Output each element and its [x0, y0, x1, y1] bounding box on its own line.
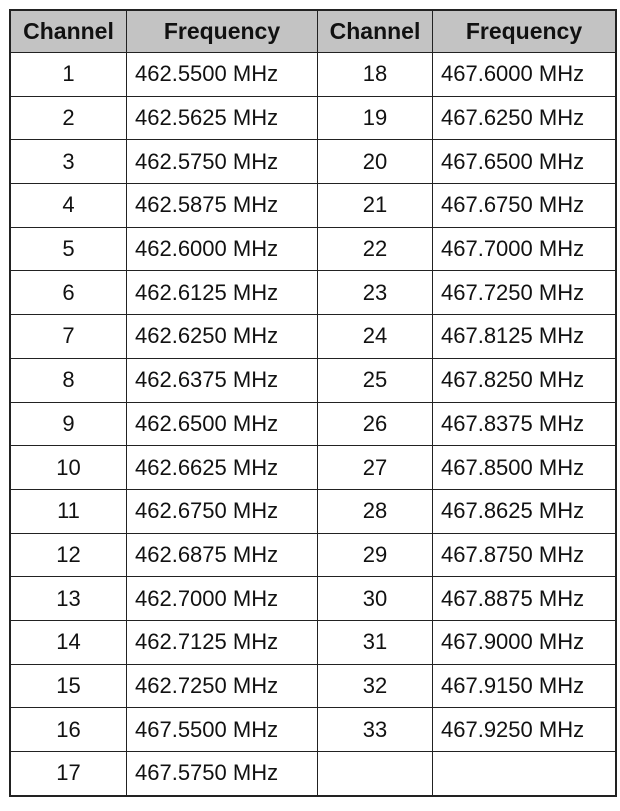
frequency-cell: 467.7250 MHz	[432, 270, 617, 316]
frequency-cell: 467.8375 MHz	[432, 401, 617, 447]
frequency-cell: 462.6750 MHz	[126, 488, 318, 534]
channel-cell: 25	[317, 357, 433, 403]
frequency-cell: 462.7250 MHz	[126, 663, 318, 709]
channel-cell: 16	[9, 707, 127, 752]
channel-frequency-table: Channel Frequency Channel Frequency 1 462…	[9, 9, 617, 797]
header-frequency: Frequency	[432, 9, 617, 53]
table-row: 9 462.6500 MHz 26 467.8375 MHz	[9, 401, 617, 447]
frequency-cell: 467.6000 MHz	[432, 52, 617, 97]
frequency-cell: 462.6250 MHz	[126, 314, 318, 359]
table-row: 17 467.5750 MHz	[9, 750, 617, 797]
table-row: 13 462.7000 MHz 30 467.8875 MHz	[9, 576, 617, 621]
frequency-cell: 467.8500 MHz	[432, 445, 617, 490]
frequency-cell: 467.9150 MHz	[432, 663, 617, 709]
frequency-cell: 467.6750 MHz	[432, 183, 617, 228]
frequency-cell: 462.6625 MHz	[126, 445, 318, 490]
channel-cell: 2	[9, 95, 127, 141]
table-row: 8 462.6375 MHz 25 467.8250 MHz	[9, 357, 617, 403]
channel-cell: 10	[9, 445, 127, 490]
table-row: 15 462.7250 MHz 32 467.9150 MHz	[9, 663, 617, 709]
channel-cell: 29	[317, 532, 433, 578]
frequency-cell: 467.6250 MHz	[432, 95, 617, 141]
channel-cell: 4	[9, 183, 127, 228]
empty-cell	[432, 750, 617, 797]
frequency-cell: 467.8250 MHz	[432, 357, 617, 403]
channel-cell: 18	[317, 52, 433, 97]
header-frequency: Frequency	[126, 9, 318, 53]
channel-cell: 9	[9, 401, 127, 447]
frequency-cell: 467.7000 MHz	[432, 226, 617, 272]
frequency-cell: 467.9250 MHz	[432, 707, 617, 752]
frequency-cell: 462.5500 MHz	[126, 52, 318, 97]
table-row: 11 462.6750 MHz 28 467.8625 MHz	[9, 488, 617, 534]
frequency-cell: 462.7125 MHz	[126, 619, 318, 665]
table-row: 7 462.6250 MHz 24 467.8125 MHz	[9, 314, 617, 359]
channel-cell: 8	[9, 357, 127, 403]
frequency-cell: 467.8875 MHz	[432, 576, 617, 621]
frequency-cell: 462.6375 MHz	[126, 357, 318, 403]
channel-cell: 17	[9, 750, 127, 797]
header-channel: Channel	[9, 9, 127, 53]
channel-cell: 19	[317, 95, 433, 141]
frequency-cell: 462.5750 MHz	[126, 139, 318, 185]
table-row: 2 462.5625 MHz 19 467.6250 MHz	[9, 95, 617, 141]
table-row: 12 462.6875 MHz 29 467.8750 MHz	[9, 532, 617, 578]
channel-cell: 12	[9, 532, 127, 578]
frequency-cell: 467.5750 MHz	[126, 750, 318, 797]
frequency-cell: 467.9000 MHz	[432, 619, 617, 665]
frequency-cell: 462.6125 MHz	[126, 270, 318, 316]
table-row: 6 462.6125 MHz 23 467.7250 MHz	[9, 270, 617, 316]
channel-cell: 3	[9, 139, 127, 185]
table-row: 10 462.6625 MHz 27 467.8500 MHz	[9, 445, 617, 490]
frequency-cell: 462.7000 MHz	[126, 576, 318, 621]
header-channel: Channel	[317, 9, 433, 53]
channel-cell: 22	[317, 226, 433, 272]
header-row: Channel Frequency Channel Frequency	[9, 9, 617, 53]
table-row: 3 462.5750 MHz 20 467.6500 MHz	[9, 139, 617, 185]
frequency-cell: 462.6875 MHz	[126, 532, 318, 578]
frequency-cell: 462.5875 MHz	[126, 183, 318, 228]
frequency-cell: 462.5625 MHz	[126, 95, 318, 141]
channel-cell: 1	[9, 52, 127, 97]
table-row: 14 462.7125 MHz 31 467.9000 MHz	[9, 619, 617, 665]
table-row: 1 462.5500 MHz 18 467.6000 MHz	[9, 52, 617, 97]
channel-cell: 13	[9, 576, 127, 621]
channel-cell: 11	[9, 488, 127, 534]
frequency-cell: 467.6500 MHz	[432, 139, 617, 185]
channel-cell: 5	[9, 226, 127, 272]
channel-cell: 32	[317, 663, 433, 709]
channel-cell: 26	[317, 401, 433, 447]
channel-cell: 24	[317, 314, 433, 359]
frequency-cell: 462.6500 MHz	[126, 401, 318, 447]
channel-cell: 30	[317, 576, 433, 621]
table-body: 1 462.5500 MHz 18 467.6000 MHz 2 462.5625 MHz…	[9, 52, 617, 797]
channel-cell: 28	[317, 488, 433, 534]
frequency-cell: 467.8625 MHz	[432, 488, 617, 534]
table-row: 16 467.5500 MHz 33 467.9250 MHz	[9, 707, 617, 752]
table-row: 4 462.5875 MHz 21 467.6750 MHz	[9, 183, 617, 228]
channel-cell: 15	[9, 663, 127, 709]
frequency-cell: 467.5500 MHz	[126, 707, 318, 752]
channel-cell: 33	[317, 707, 433, 752]
frequency-cell: 467.8750 MHz	[432, 532, 617, 578]
frequency-cell: 467.8125 MHz	[432, 314, 617, 359]
channel-cell: 6	[9, 270, 127, 316]
channel-cell: 20	[317, 139, 433, 185]
channel-cell: 27	[317, 445, 433, 490]
channel-cell: 31	[317, 619, 433, 665]
table-row: 5 462.6000 MHz 22 467.7000 MHz	[9, 226, 617, 272]
empty-cell	[317, 750, 433, 797]
channel-cell: 23	[317, 270, 433, 316]
frequency-cell: 462.6000 MHz	[126, 226, 318, 272]
channel-cell: 21	[317, 183, 433, 228]
channel-cell: 7	[9, 314, 127, 359]
channel-cell: 14	[9, 619, 127, 665]
